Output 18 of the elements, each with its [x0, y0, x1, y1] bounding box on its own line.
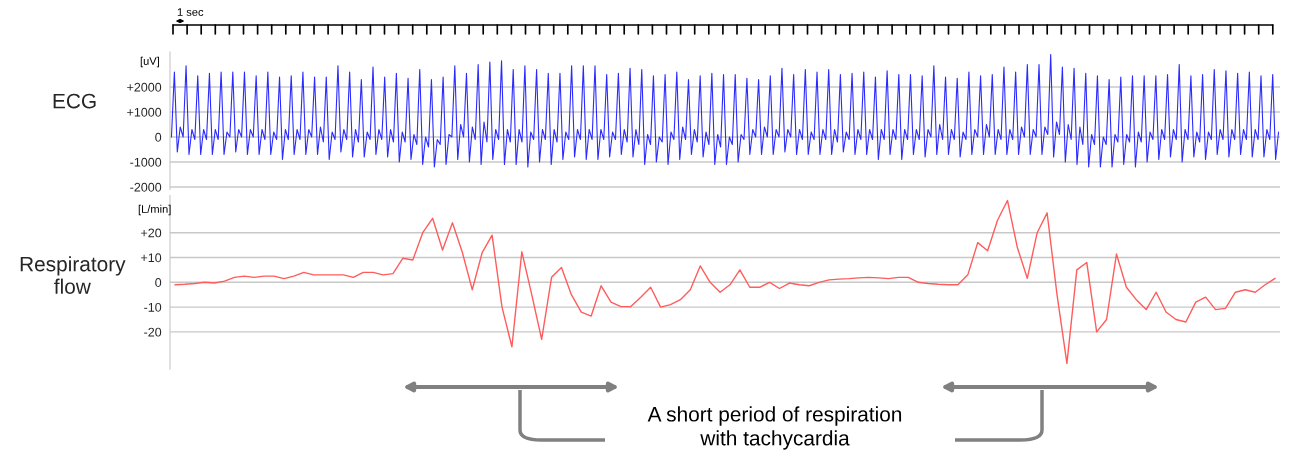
y-tick-label: -2000 [130, 182, 162, 192]
y-axis-title: ECG [53, 93, 96, 109]
y-tick-label: -10 [144, 302, 162, 312]
y-tick-label: 0 [155, 132, 162, 142]
y-tick-label: +2000 [127, 82, 162, 92]
y-tick-label: +1000 [127, 107, 162, 117]
text: A short period of respiration with tachycardia [647, 406, 902, 450]
line-series [174, 199, 1276, 365]
y-axis-title: Respiratory flow [20, 256, 126, 294]
text: [uV] [140, 56, 159, 68]
line-series [170, 53, 1280, 168]
annotation: [L/min] [138, 204, 171, 216]
y-tick-label: -20 [144, 327, 162, 337]
y-tick-label: -1000 [130, 157, 162, 167]
y-tick-label: +10 [141, 253, 162, 263]
text: 1 sec [177, 8, 204, 16]
y-tick-label: +20 [141, 228, 162, 238]
y-tick-label: 0 [155, 278, 162, 287]
